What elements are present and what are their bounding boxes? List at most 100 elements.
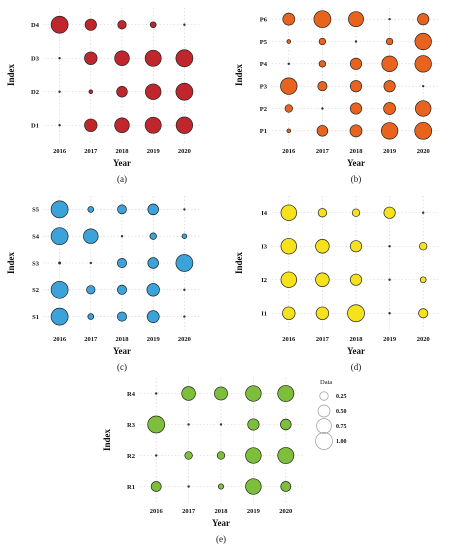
data-bubble [315,306,330,320]
data-bubble [245,478,262,495]
y-tick-label: P5 [260,39,268,46]
data-bubble [183,23,186,26]
data-bubble [58,261,62,265]
panel-caption: (e) [216,534,226,544]
data-bubble [114,50,130,66]
data-bubble [349,240,363,253]
data-bubble [348,11,364,28]
data-bubble [146,310,160,323]
data-bubble [388,278,391,281]
data-bubble [50,307,69,326]
data-bubble [147,415,166,434]
data-bubble [280,238,297,255]
data-bubble [287,62,291,66]
x-tick-label: 2017 [84,148,98,155]
x-tick-label: 2017 [316,336,330,343]
data-bubble [419,242,428,251]
data-bubble [388,17,391,21]
data-bubble [175,82,194,101]
data-bubble [149,21,157,29]
y-axis-title: Index [234,64,244,87]
data-bubble [381,55,398,73]
x-tick-label: 2018 [116,148,130,155]
y-tick-label: I1 [261,311,267,318]
data-bubble [144,49,162,67]
panel-caption: (c) [117,362,127,372]
data-bubble [414,32,432,51]
data-bubble [86,285,96,295]
data-bubble [417,13,430,26]
data-bubble [187,423,190,426]
data-bubble [349,102,363,115]
legend-label: 0.25 [336,394,347,400]
data-bubble [351,208,361,217]
x-tick-label: 2019 [247,508,261,515]
data-bubble [349,273,363,286]
data-bubble [146,283,160,297]
data-bubble [116,284,128,295]
x-axis-title: Year [212,518,230,528]
data-bubble [175,254,194,272]
data-bubble [313,10,332,29]
data-bubble [83,228,99,244]
data-bubble [280,204,297,221]
data-bubble [388,245,391,248]
x-tick-label: 2016 [53,336,67,343]
data-bubble [419,276,427,284]
y-tick-label: I2 [261,277,267,284]
data-bubble [280,481,292,492]
data-bubble [282,306,296,320]
data-bubble [175,116,194,134]
data-bubble [383,80,396,93]
x-tick-label: 2020 [417,148,430,155]
data-bubble [116,311,128,322]
data-bubble [317,208,327,218]
data-bubble [58,57,61,60]
data-bubble [154,392,158,395]
data-bubble [321,107,324,110]
legend-swatch [315,432,333,450]
data-bubble [388,312,391,315]
data-bubble [286,128,292,134]
data-bubble [280,77,298,95]
legend-title: Data [320,379,332,386]
y-tick-label: D3 [31,56,40,63]
legend-label: 1.00 [336,439,347,445]
data-bubble [217,483,225,490]
panel-b: 2016 2017 2018 2019 2020 P1 P2 P3 P4 P5 P6 Year Inde… [234,8,440,184]
data-bubble [184,451,193,460]
data-bubble [116,257,128,269]
y-axis-title: Index [6,64,16,87]
data-bubble [145,83,162,100]
y-tick-label: I4 [261,210,268,217]
x-tick-label: 2016 [282,148,296,155]
data-bubble [181,386,196,401]
data-bubble [50,227,69,246]
y-tick-label: S4 [32,234,40,241]
data-bubble [50,200,69,219]
data-bubble [147,203,159,216]
x-tick-label: 2020 [279,508,292,515]
x-tick-label: 2020 [178,336,191,343]
y-tick-label: R4 [127,391,136,398]
x-tick-label: 2019 [147,336,161,343]
data-bubble [245,385,262,402]
data-bubble [50,280,69,299]
data-bubble [383,206,396,219]
data-bubble [84,118,98,132]
y-tick-label: D2 [31,89,39,96]
panel-caption: (d) [351,362,362,372]
data-bubble [380,122,399,140]
y-tick-label: D1 [31,123,39,130]
data-bubble [383,102,396,115]
data-bubble [286,39,292,44]
data-bubble [277,447,295,464]
y-tick-label: S5 [32,207,40,214]
panel-c: 2016 2017 2018 2019 2020 S1 S2 S3 S4 S5 Year Index (… [6,196,200,372]
x-axis-title: Year [347,158,365,168]
data-bubble [187,485,190,488]
y-tick-label: P1 [260,128,267,135]
data-bubble [415,100,432,117]
data-bubble [421,84,425,88]
